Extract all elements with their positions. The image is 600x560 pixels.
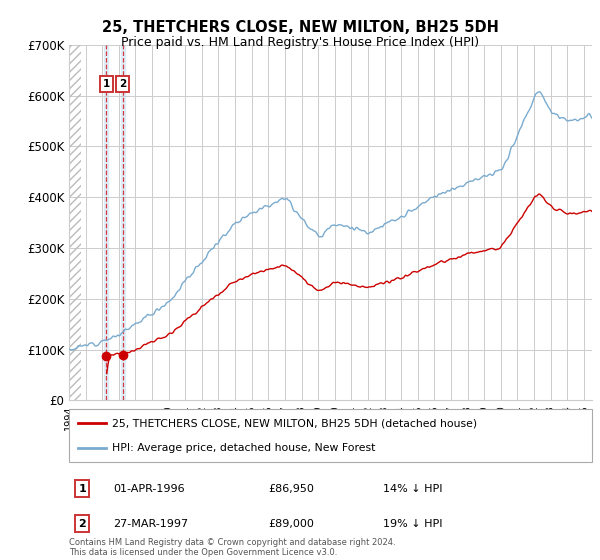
Text: 19% ↓ HPI: 19% ↓ HPI [383,519,442,529]
Bar [69,45,82,400]
Text: Contains HM Land Registry data © Crown copyright and database right 2024.
This d: Contains HM Land Registry data © Crown c… [69,538,395,557]
Text: £86,950: £86,950 [268,484,314,493]
Text: 14% ↓ HPI: 14% ↓ HPI [383,484,442,493]
Bar [69,45,82,400]
Text: 1: 1 [103,79,110,89]
Text: 2: 2 [78,519,86,529]
Text: 01-APR-1996: 01-APR-1996 [113,484,185,493]
Text: 25, THETCHERS CLOSE, NEW MILTON, BH25 5DH (detached house): 25, THETCHERS CLOSE, NEW MILTON, BH25 5D… [112,418,477,428]
Text: 27-MAR-1997: 27-MAR-1997 [113,519,188,529]
Text: Price paid vs. HM Land Registry's House Price Index (HPI): Price paid vs. HM Land Registry's House … [121,36,479,49]
Text: 2: 2 [119,79,126,89]
Text: 1: 1 [78,484,86,493]
Text: £89,000: £89,000 [268,519,314,529]
Text: 25, THETCHERS CLOSE, NEW MILTON, BH25 5DH: 25, THETCHERS CLOSE, NEW MILTON, BH25 5D… [101,20,499,35]
Bar [104,45,109,400]
Bar [121,45,125,400]
Text: HPI: Average price, detached house, New Forest: HPI: Average price, detached house, New … [112,442,375,452]
FancyBboxPatch shape [69,409,592,462]
